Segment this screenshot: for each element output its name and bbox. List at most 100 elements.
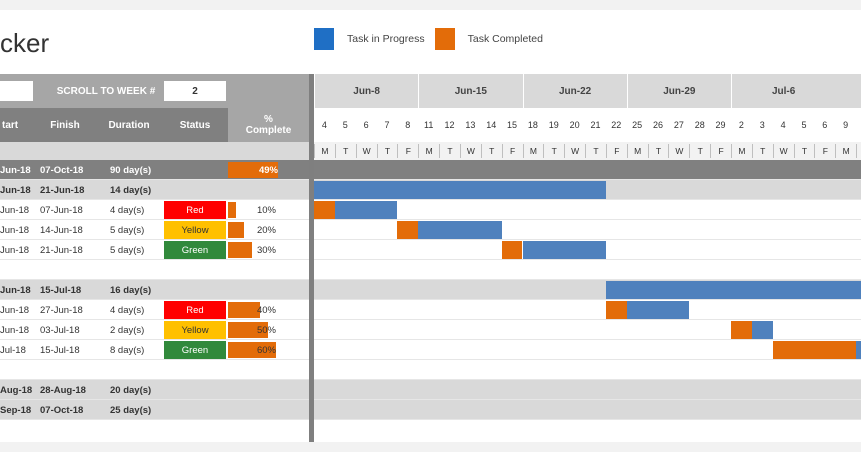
duration-cell: 2 day(s) [110, 324, 145, 336]
gantt-bar-in-progress[interactable] [751, 321, 773, 339]
week-label: Jun-29 [626, 74, 731, 108]
percent-complete-value: 49% [258, 164, 278, 176]
day-number: 5 [342, 120, 348, 130]
percent-complete-bar [228, 202, 236, 218]
duration-cell: 4 day(s) [110, 204, 145, 216]
percent-complete-bar [228, 162, 278, 178]
gantt-bar-in-progress[interactable] [522, 241, 606, 259]
percent-complete-value: 50% [256, 324, 276, 336]
day-of-week: F [710, 144, 731, 158]
gantt-bar-in-progress[interactable] [314, 181, 606, 199]
gantt-bar-in-progress[interactable] [334, 201, 398, 219]
table-row[interactable] [0, 360, 309, 380]
percent-complete-value: 40% [256, 304, 276, 316]
duration-cell: 5 day(s) [110, 244, 145, 256]
start-cell: Jun-18 [0, 304, 30, 316]
gantt-bar-completed[interactable] [731, 321, 752, 339]
gantt-bar-in-progress[interactable] [856, 341, 861, 359]
day-number: 18 [527, 120, 538, 130]
start-cell: Jul-18 [0, 344, 26, 356]
start-cell: Jun-18 [0, 204, 30, 216]
day-number: 4 [780, 120, 786, 130]
table-row[interactable] [0, 180, 309, 200]
day-of-week: M [522, 144, 544, 158]
day-number: 12 [444, 120, 455, 130]
day-of-week: M [731, 144, 752, 158]
day-number: 15 [507, 120, 518, 130]
table-row[interactable] [0, 380, 309, 400]
table-row[interactable] [0, 260, 309, 280]
finish-cell: 07-Oct-18 [40, 164, 84, 176]
finish-header: Finish [36, 108, 94, 142]
duration-cell: 5 day(s) [110, 224, 145, 236]
gantt-bar-in-progress[interactable] [418, 221, 502, 239]
pane-divider[interactable] [309, 74, 314, 442]
duration-cell: 90 day(s) [110, 164, 152, 176]
left-spacer-row [0, 142, 309, 160]
gantt-row [314, 360, 861, 380]
status-badge: Yellow [164, 321, 226, 339]
finish-cell: 28-Aug-18 [40, 384, 86, 396]
finish-cell: 14-Jun-18 [40, 224, 83, 236]
table-row[interactable] [0, 280, 309, 300]
gantt-bar-completed[interactable] [605, 301, 627, 319]
percent-complete-bar [228, 322, 268, 338]
percent-complete-value: 10% [256, 204, 276, 216]
gantt-row [314, 220, 861, 240]
finish-cell: 21-Jun-18 [40, 184, 85, 196]
percent-complete-bar [228, 222, 244, 238]
status-badge: Green [164, 341, 226, 359]
duration-header: Duration [96, 108, 162, 142]
day-header [314, 108, 861, 142]
gantt-bar-completed[interactable] [397, 221, 419, 239]
gantt-bar-in-progress[interactable] [626, 301, 690, 319]
gantt-bar-completed[interactable] [314, 201, 335, 219]
gantt-row [314, 380, 861, 400]
day-number: 14 [486, 120, 497, 130]
status-badge: Red [164, 301, 226, 319]
day-number: 6 [822, 120, 828, 130]
scroll-week-input[interactable]: 2 [164, 81, 226, 101]
gantt-bar-completed[interactable] [772, 341, 857, 359]
duration-cell: 14 day(s) [110, 184, 152, 196]
duration-cell: 16 day(s) [110, 284, 152, 296]
finish-cell: 07-Jun-18 [40, 204, 83, 216]
day-of-week: T [689, 144, 710, 158]
pct-header: % Complete [228, 108, 309, 142]
percent-complete-bar [228, 302, 260, 318]
start-cell: Sep-18 [0, 404, 32, 416]
completed-swatch [434, 28, 455, 50]
day-of-week: T [480, 144, 502, 158]
start-cell: Jun-18 [0, 224, 30, 236]
week-label: Jun-22 [522, 74, 627, 108]
day-of-week: W [668, 144, 689, 158]
gantt-row [314, 200, 861, 220]
gantt-bar-completed[interactable] [501, 241, 523, 259]
day-number: 29 [715, 120, 726, 130]
day-number: 9 [843, 120, 849, 130]
day-of-week: W [564, 144, 585, 158]
finish-cell: 03-Jul-18 [40, 324, 80, 336]
start-cell: Jun-18 [0, 184, 31, 196]
gantt-bar-in-progress[interactable] [605, 281, 861, 299]
gantt-row [314, 260, 861, 280]
day-number: 7 [384, 120, 390, 130]
start-cell: Jun-18 [0, 284, 31, 296]
day-of-week: T [751, 144, 773, 158]
start-header: tart [0, 108, 32, 142]
day-number: 13 [465, 120, 476, 130]
tracker-title: cker [0, 28, 50, 58]
finish-cell: 15-Jul-18 [40, 284, 82, 296]
left-header-top [0, 74, 309, 108]
scroll-label: SCROLL TO WEEK # [56, 85, 156, 97]
day-of-week: W [355, 144, 377, 158]
day-number: 11 [424, 120, 434, 130]
day-of-week: M [626, 144, 648, 158]
table-row[interactable] [0, 400, 309, 420]
pct-label: Complete [245, 125, 292, 136]
status-badge: Yellow [164, 221, 226, 239]
date-input[interactable] [0, 81, 33, 101]
start-cell: Aug-18 [0, 384, 33, 396]
day-of-week: T [793, 144, 815, 158]
start-cell: Jun-18 [0, 324, 30, 336]
